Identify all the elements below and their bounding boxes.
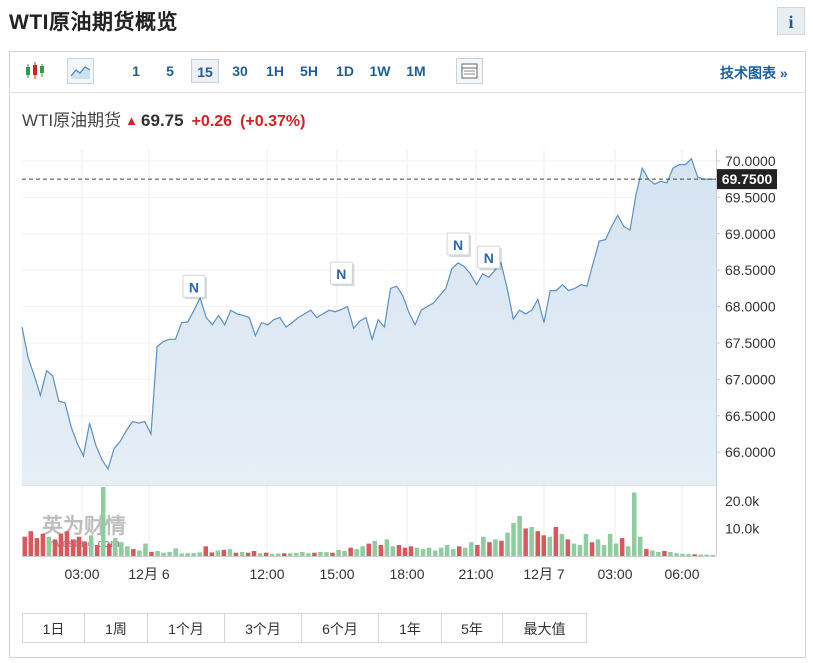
range-tab-1d[interactable]: 1日 [22,613,85,643]
interval-1h[interactable]: 1H [266,63,284,79]
range-tab-5y[interactable]: 5年 [442,613,503,643]
interval-1d[interactable]: 1D [336,63,354,79]
candlestick-chart-icon[interactable] [22,58,49,84]
interval-1m[interactable]: 1M [406,63,426,79]
interval-1[interactable]: 1 [132,63,140,79]
chart-frame [9,51,806,658]
range-tab-1m[interactable]: 1个月 [148,613,225,643]
interval-15[interactable]: 15 [191,59,219,83]
info-icon[interactable]: i [777,7,805,35]
interval-30[interactable]: 30 [232,63,248,79]
page-title: WTI原油期货概览 [9,11,178,34]
range-tab-1w[interactable]: 1周 [85,613,148,643]
range-tab-max[interactable]: 最大值 [503,613,587,643]
interval-1w[interactable]: 1W [369,63,391,79]
range-tab-6m[interactable]: 6个月 [302,613,379,643]
range-tab-1y[interactable]: 1年 [379,613,442,643]
line-chart-icon[interactable] [67,58,94,84]
price-change-percent: (+0.37%) [240,113,306,130]
interval-5[interactable]: 5 [166,63,174,79]
table-icon[interactable] [456,58,483,84]
last-price: 69.75 [141,111,184,130]
range-tab-3m[interactable]: 3个月 [225,613,302,643]
interval-5h[interactable]: 5H [300,63,318,79]
technical-chart-link[interactable]: 技术图表 » [720,65,788,81]
range-tabs: 1日 1周 1个月 3个月 6个月 1年 5年 最大值 [22,613,587,643]
quote-header: WTI原油期货 ▲ 69.75 +0.26 (+0.37%) [22,106,305,131]
instrument-name: WTI原油期货 [22,111,122,130]
up-arrow-icon: ▲ [125,113,139,128]
price-change: +0.26 [191,113,233,130]
chart-toolbar: 1 5 15 30 1H 5H 1D 1W 1M 技术图表 » [10,52,805,93]
